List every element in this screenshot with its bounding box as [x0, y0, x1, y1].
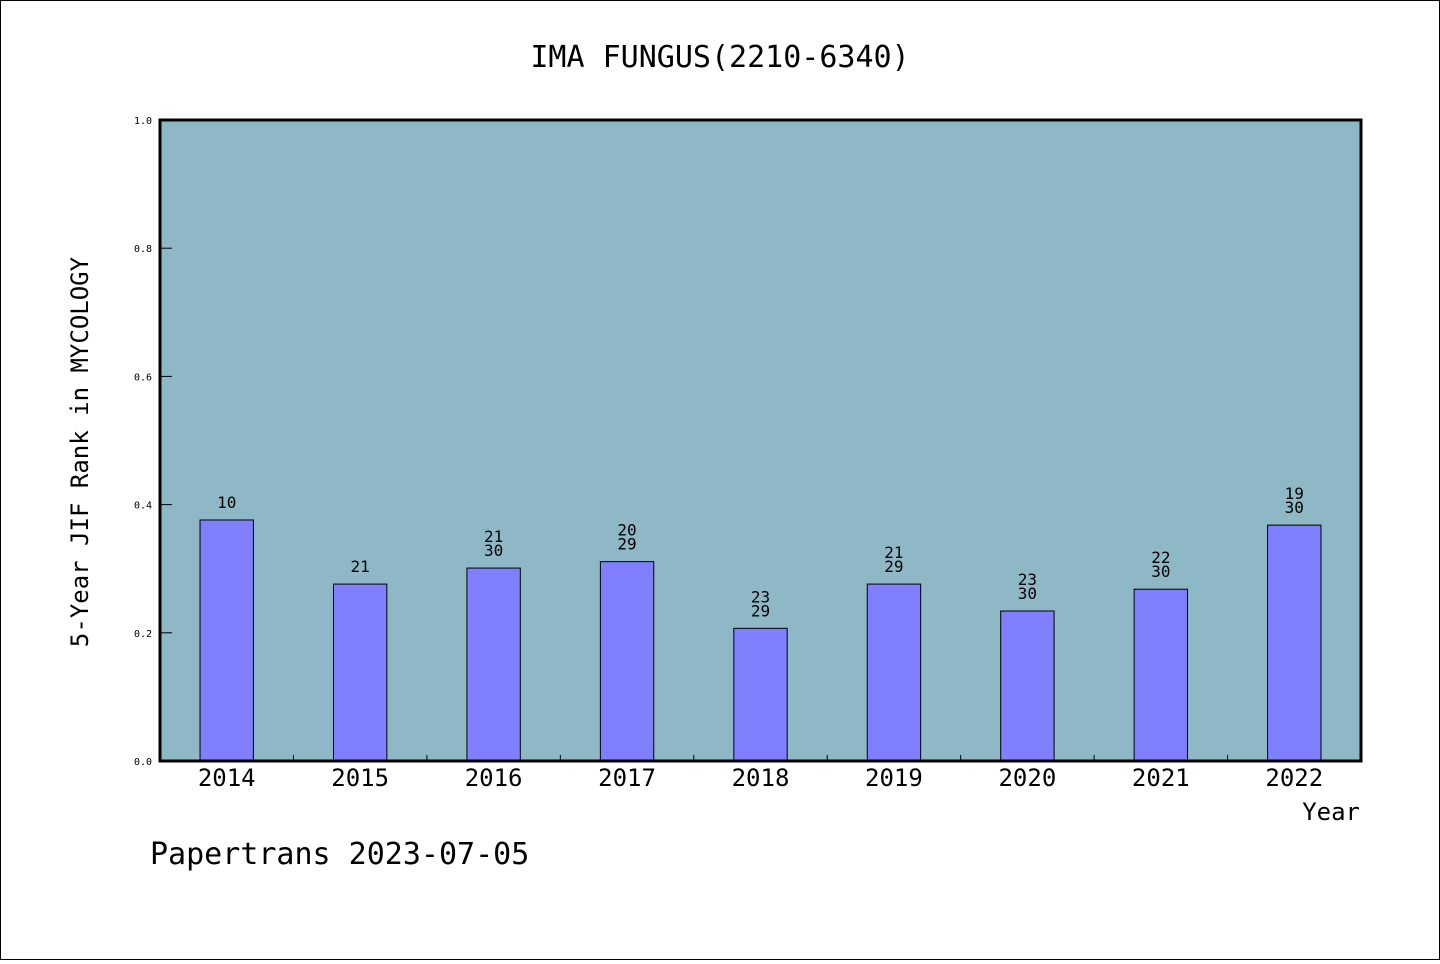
bar-label-2017-1: 20 [617, 521, 636, 540]
bar-label-2014-1: 10 [217, 493, 236, 512]
bar-label-2018-2: 29 [751, 601, 770, 620]
y-tick-label-0.4: 0.4 [134, 501, 152, 512]
y-tick-label-0.8: 0.8 [134, 244, 152, 255]
bar-2015 [332, 583, 388, 762]
bars-layer [199, 519, 1322, 762]
bar-2021 [1133, 588, 1189, 762]
x-tick-label-2019: 2019 [865, 764, 923, 792]
x-tick-label-2015: 2015 [331, 764, 389, 792]
bar-label-2021-1: 22 [1151, 548, 1170, 567]
bar-label-2016-1: 21 [484, 527, 503, 546]
x-tick-label-2017: 2017 [598, 764, 656, 792]
bar-2019 [866, 583, 922, 762]
y-tick-label-0.0: 0.0 [134, 757, 152, 768]
bar-label-2022-1: 19 [1285, 484, 1304, 503]
y-tick-label-0.6: 0.6 [134, 372, 152, 383]
bar-label-2022-2: 30 [1285, 498, 1304, 517]
bar-label-2019-2: 29 [884, 557, 903, 576]
x-tick-label-2018: 2018 [732, 764, 790, 792]
y-tick-label-0.2: 0.2 [134, 629, 152, 640]
y-axis: 0.0 0.2 0.4 0.6 0.8 1.0 [134, 116, 172, 768]
bar-label-2020-2: 30 [1018, 584, 1037, 603]
bar-2018 [733, 627, 788, 762]
bar-2020 [1000, 610, 1055, 762]
x-axis: 2014 2015 2016 2017 2018 2019 2020 2021 2022 [198, 755, 1323, 792]
bar-label-2020-1: 23 [1018, 570, 1037, 589]
footer-credit: Papertrans 2023-07-05 [150, 837, 529, 872]
chart-title: IMA FUNGUS(2210-6340) [530, 40, 909, 75]
bar-label-2019-1: 21 [884, 543, 903, 562]
bar-2014 [199, 519, 254, 762]
y-tick-label-1.0: 1.0 [134, 116, 152, 127]
bar-2017 [599, 561, 655, 762]
bar-label-2021-2: 30 [1151, 562, 1170, 581]
x-tick-label-2021: 2021 [1132, 764, 1190, 792]
x-axis-label: Year [1302, 798, 1360, 826]
x-tick-label-2014: 2014 [198, 764, 256, 792]
x-tick-label-2020: 2020 [998, 764, 1056, 792]
bar-label-2018-1: 23 [751, 587, 770, 606]
plot-frame [158, 118, 1363, 763]
y-axis-label: 5-Year JIF Rank in MYCOLOGY [66, 256, 94, 647]
bar-2016 [466, 567, 521, 762]
bar-label-2015-1: 21 [351, 557, 370, 576]
x-tick-label-2022: 2022 [1265, 764, 1323, 792]
x-tick-label-2016: 2016 [465, 764, 523, 792]
bar-2022 [1267, 524, 1322, 762]
bar-label-2017-2: 29 [617, 535, 636, 554]
bar-label-2016-2: 30 [484, 541, 503, 560]
